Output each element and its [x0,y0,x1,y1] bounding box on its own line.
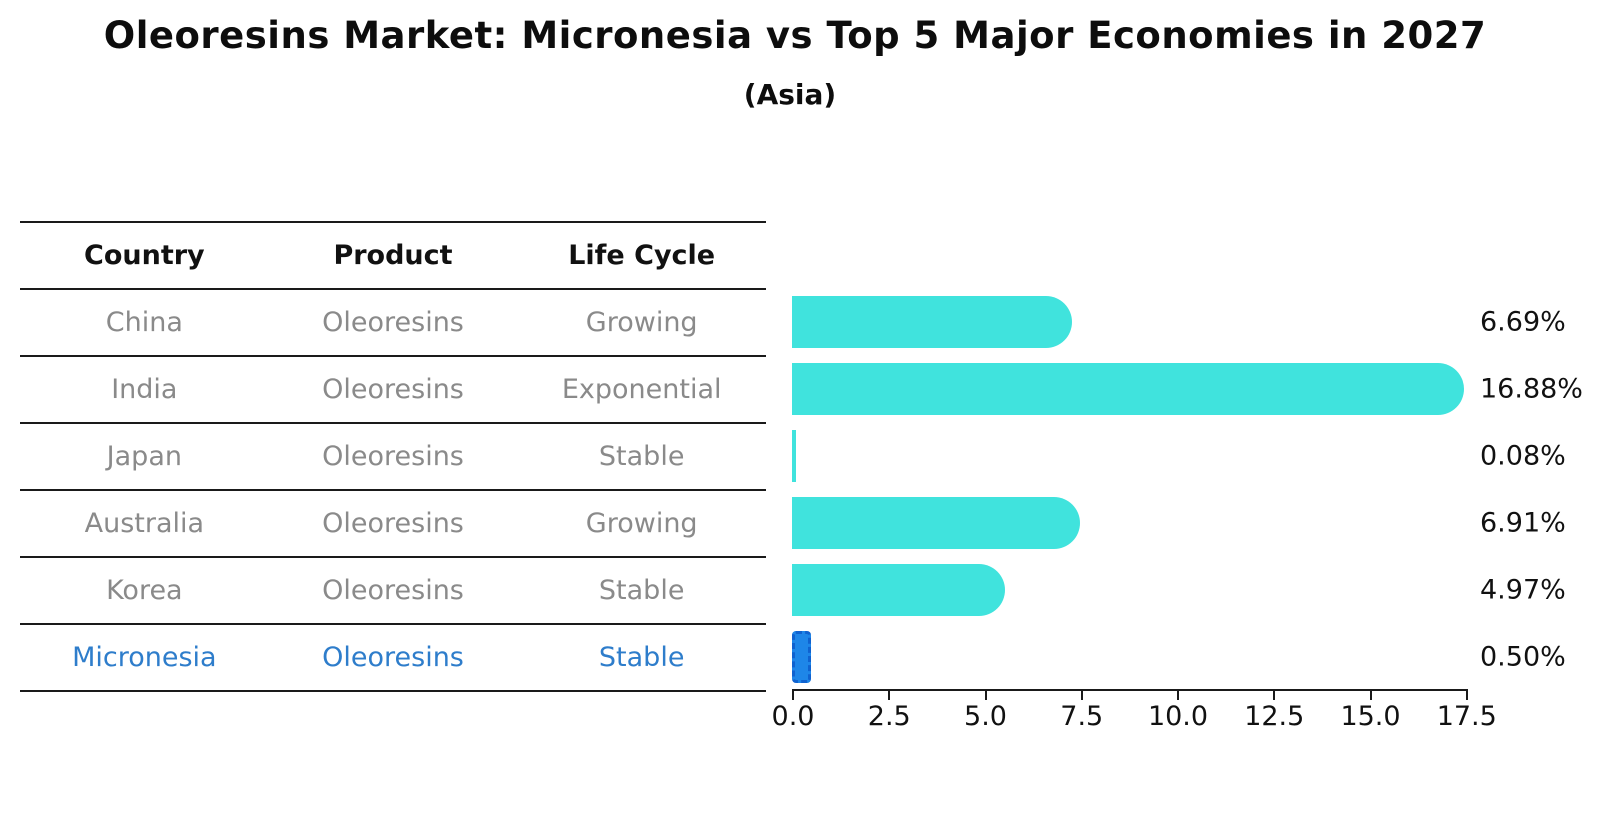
column-header-lifecycle: Life Cycle [568,240,716,271]
x-axis-tick [1273,691,1276,700]
x-axis-tick-label: 2.5 [867,701,911,732]
table-cell-life-cycle: Growing [585,307,698,338]
table-cell-product: Oleoresins [322,642,464,673]
table-cell-life-cycle: Growing [585,508,698,539]
value-label-china: 6.69% [1480,306,1566,337]
x-axis-tick-label: 0.0 [771,701,815,732]
table-cell-country: Korea [106,575,183,606]
value-label-korea: 4.97% [1480,574,1566,605]
x-axis-tick [1369,691,1372,700]
bar-micronesia [792,630,812,683]
table-row: India Oleoresins Exponential [20,355,766,422]
table-row: Micronesia Oleoresins Stable [20,623,766,690]
table-cell-country: China [105,307,183,338]
bar-australia [792,496,1081,549]
table-row: Korea Oleoresins Stable [20,556,766,623]
table-cell-product: Oleoresins [322,441,464,472]
x-axis-tick-label: 7.5 [1060,701,1104,732]
table-cell-life-cycle: Stable [598,642,685,673]
table-row: China Oleoresins Growing [20,288,766,355]
x-axis-tick [792,691,794,700]
value-label-australia: 6.91% [1480,507,1566,538]
x-axis-tick [1080,691,1083,700]
table-cell-product: Oleoresins [322,575,464,606]
x-axis-line [792,689,1468,691]
bar-korea [792,563,1006,616]
table-cell-country: Japan [106,441,182,472]
x-axis-tick-label: 17.5 [1436,701,1497,732]
table-cell-product: Oleoresins [322,307,464,338]
table-cell-life-cycle: Exponential [561,374,722,405]
table-cell-life-cycle: Stable [598,441,685,472]
x-axis-tick-label: 15.0 [1340,701,1401,732]
bar-japan [792,429,796,482]
chart-title: Oleoresins Market: Micronesia vs Top 5 M… [103,14,1487,57]
bar-china [792,295,1072,348]
x-axis-tick-label: 10.0 [1147,701,1209,732]
chart-subtitle: (Asia) [743,78,837,111]
table-cell-country: Australia [84,508,205,539]
table-cell-product: Oleoresins [322,508,464,539]
country-table: Country Product Life Cycle China Oleoresi… [20,221,766,692]
table-body: China Oleoresins Growing India Oleoresins Exp… [20,288,766,690]
x-axis-tick [1465,691,1468,700]
x-axis-tick-label: 5.0 [964,701,1007,732]
x-axis-tick [1177,691,1179,700]
table-cell-country: Micronesia [72,642,217,673]
column-header-product: Product [333,240,453,271]
bar-india [792,362,1464,415]
value-label-micronesia: 0.50% [1480,641,1566,672]
value-label-japan: 0.08% [1480,440,1566,471]
x-axis-tick-label: 12.5 [1244,701,1305,732]
table-header-row: Country Product Life Cycle [20,221,766,288]
table-row: Australia Oleoresins Growing [20,489,766,556]
column-header-country: Country [84,240,205,271]
table-cell-country: India [111,374,178,405]
x-axis-tick [888,691,891,700]
x-axis-tick [984,691,987,700]
table-cell-product: Oleoresins [322,374,464,405]
table-row: Japan Oleoresins Stable [20,422,766,489]
value-label-india: 16.88% [1480,373,1583,404]
table-cell-life-cycle: Stable [598,575,685,606]
